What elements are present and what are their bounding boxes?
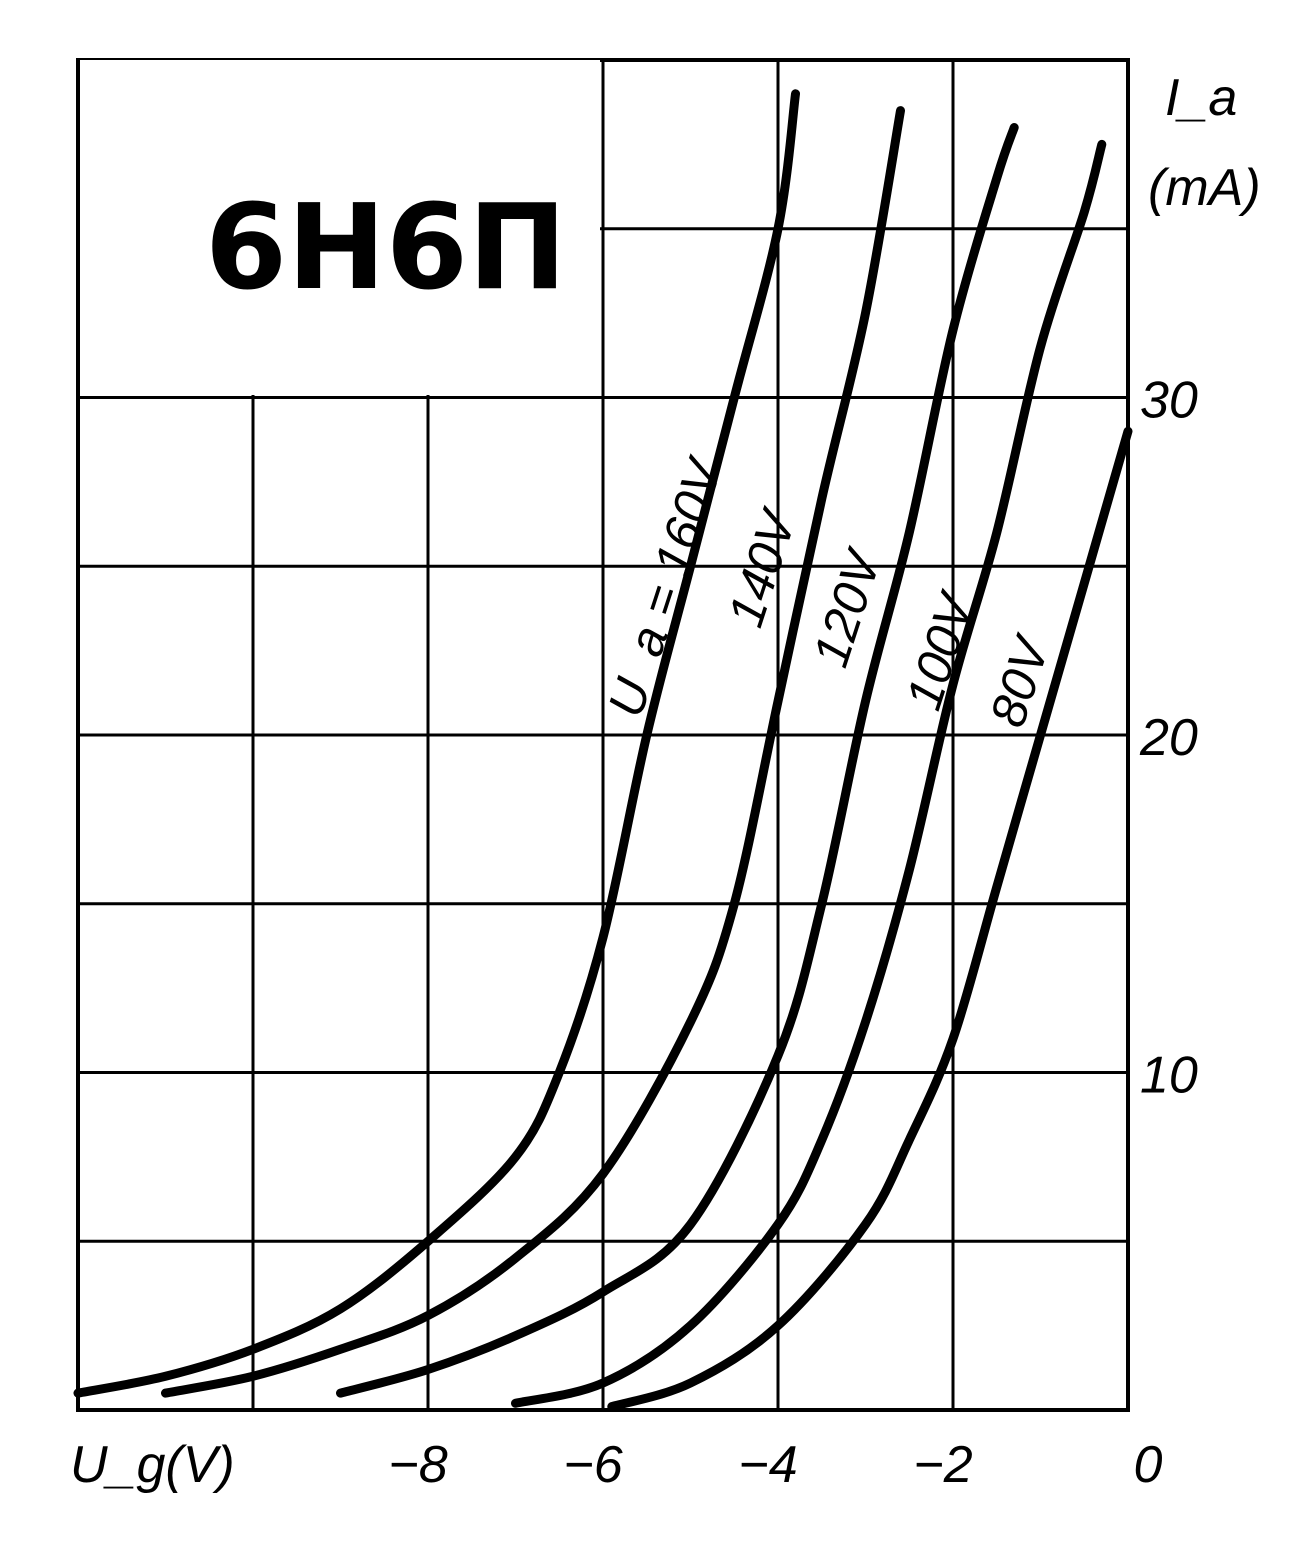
y-axis-unit: (mA)	[1148, 159, 1261, 217]
x-tick-label: −6	[563, 1436, 622, 1494]
plot-frame	[76, 58, 1130, 1412]
x-tick-label: 0	[1134, 1436, 1163, 1494]
series-line-1	[161, 106, 905, 1398]
series-line-0	[73, 89, 800, 1398]
y-tick-label: 20	[1139, 709, 1198, 767]
x-tick-label: −8	[388, 1436, 447, 1494]
curves	[73, 89, 1133, 1412]
tick-labels: −8 −6 −4 −2 0 10 20 30	[388, 372, 1198, 1495]
title-box	[80, 60, 600, 395]
y-axis-name: I_a	[1165, 69, 1237, 127]
series-line-2	[336, 123, 1019, 1398]
x-tick-label: −2	[913, 1436, 972, 1494]
x-tick-label: −4	[738, 1436, 797, 1494]
x-axis-label: U_g(V)	[70, 1436, 235, 1494]
y-tick-label: 10	[1140, 1047, 1198, 1105]
series-line-4	[607, 426, 1133, 1412]
series-label-160v: U_a = 160V	[597, 449, 734, 723]
series-label-100v: 100V	[895, 584, 986, 717]
y-tick-label: 30	[1140, 372, 1198, 430]
chart-title: 6Н6П	[205, 178, 567, 316]
series-line-3	[511, 139, 1107, 1408]
